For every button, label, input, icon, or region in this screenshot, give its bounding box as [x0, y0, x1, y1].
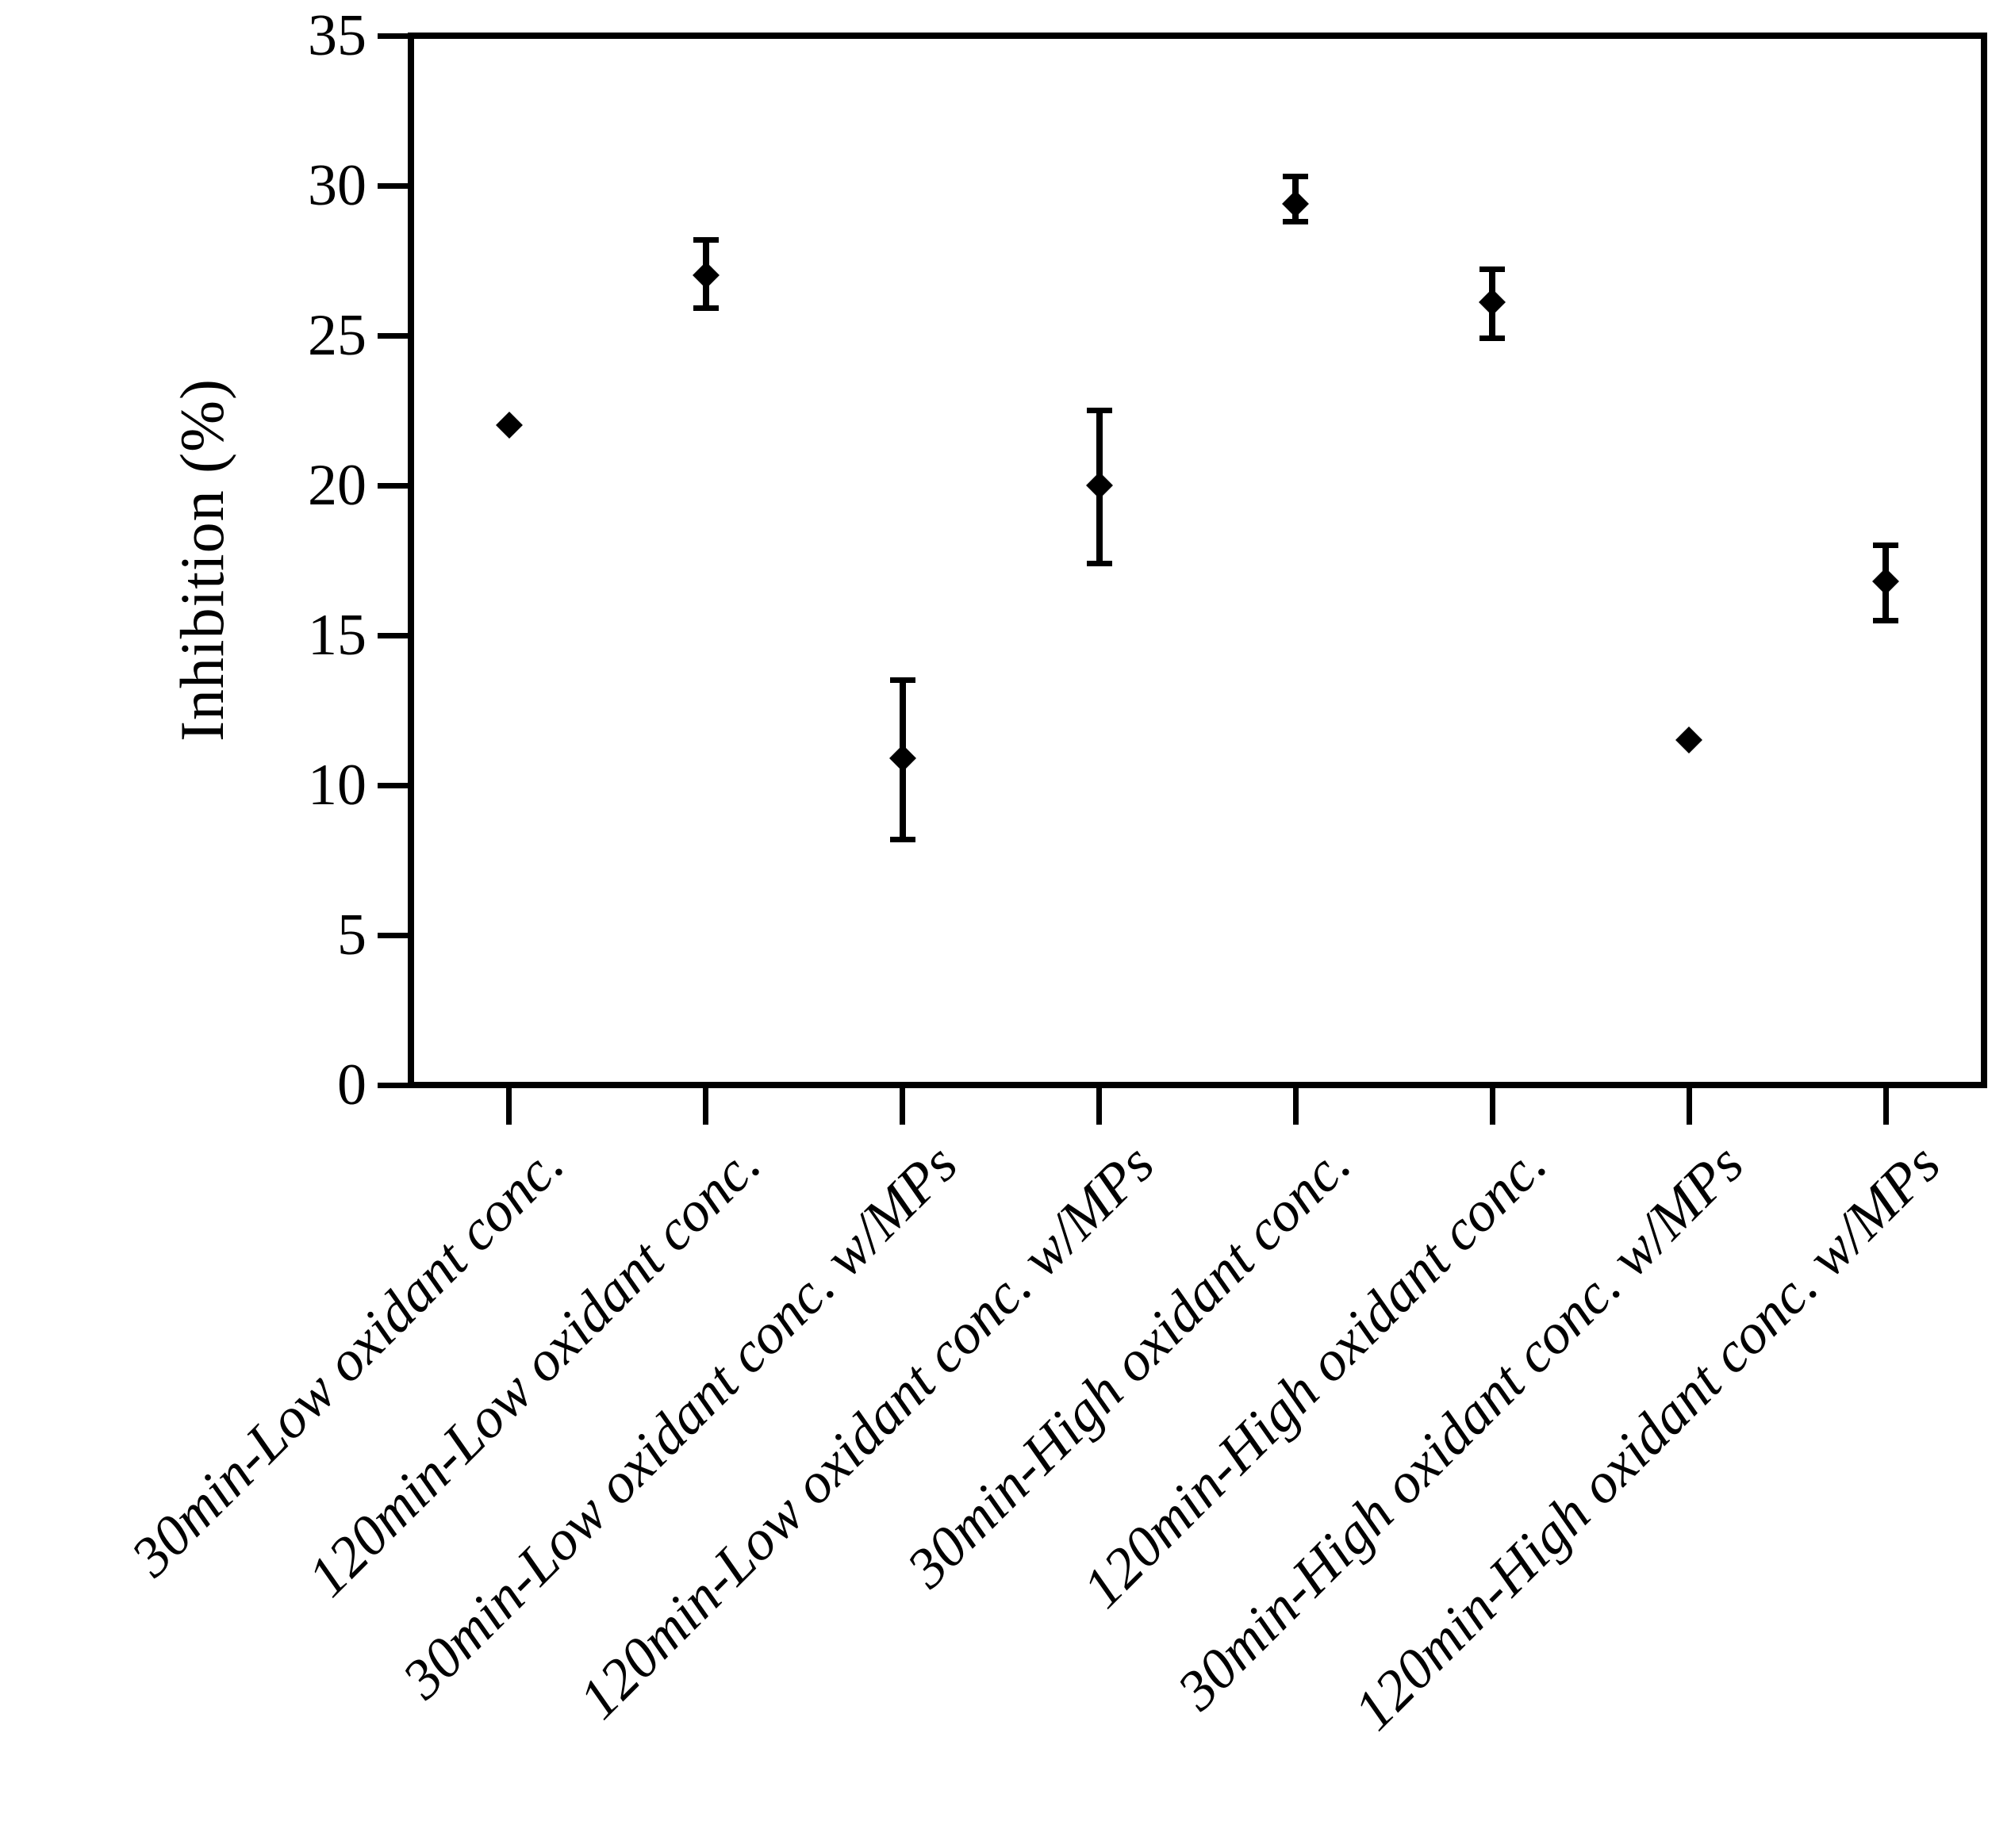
x-axis-tick: [1686, 1088, 1692, 1125]
y-axis-tick-label: 35: [308, 3, 367, 68]
x-axis-tick: [506, 1088, 512, 1125]
y-axis-tick: [378, 33, 411, 39]
y-axis-tick: [378, 1082, 411, 1088]
error-bar-cap-top: [1479, 266, 1506, 273]
x-axis-tick: [1882, 1088, 1889, 1125]
error-bar-cap-top: [1283, 174, 1309, 180]
error-bar-cap-bottom: [1873, 617, 1899, 623]
error-bar-cap-top: [889, 677, 915, 684]
y-axis-title: Inhibition (%): [167, 378, 236, 742]
y-axis-tick-label: 15: [308, 603, 367, 668]
x-axis-tick: [1096, 1088, 1103, 1125]
error-bar-cap-top: [1873, 543, 1899, 549]
error-bar-cap-bottom: [1283, 218, 1309, 224]
error-bar-cap-bottom: [889, 836, 915, 842]
x-axis-tick: [703, 1088, 709, 1125]
x-axis-tick: [1489, 1088, 1495, 1125]
y-axis-tick-label: 30: [308, 153, 367, 218]
error-bar-cap-top: [1086, 408, 1112, 413]
error-bar-cap-top: [693, 236, 719, 243]
error-bar-cap-bottom: [693, 305, 719, 312]
y-axis-tick-label: 10: [308, 753, 367, 818]
y-axis-tick: [378, 182, 411, 189]
x-axis-tick: [900, 1088, 906, 1125]
y-axis-tick-label: 5: [337, 903, 367, 968]
plot-area-frame: [408, 33, 1987, 1088]
y-axis-tick: [378, 932, 411, 938]
x-axis-tick: [1292, 1088, 1299, 1125]
y-axis-tick-label: 20: [308, 453, 367, 518]
y-axis-tick-label: 0: [337, 1052, 367, 1118]
y-axis-tick: [378, 482, 411, 489]
error-bar-cap-bottom: [1086, 560, 1112, 566]
error-bar-cap-bottom: [1479, 335, 1506, 342]
y-axis-tick-label: 25: [308, 303, 367, 368]
y-axis-tick: [378, 332, 411, 339]
y-axis-tick: [378, 632, 411, 638]
y-axis-tick: [378, 782, 411, 788]
